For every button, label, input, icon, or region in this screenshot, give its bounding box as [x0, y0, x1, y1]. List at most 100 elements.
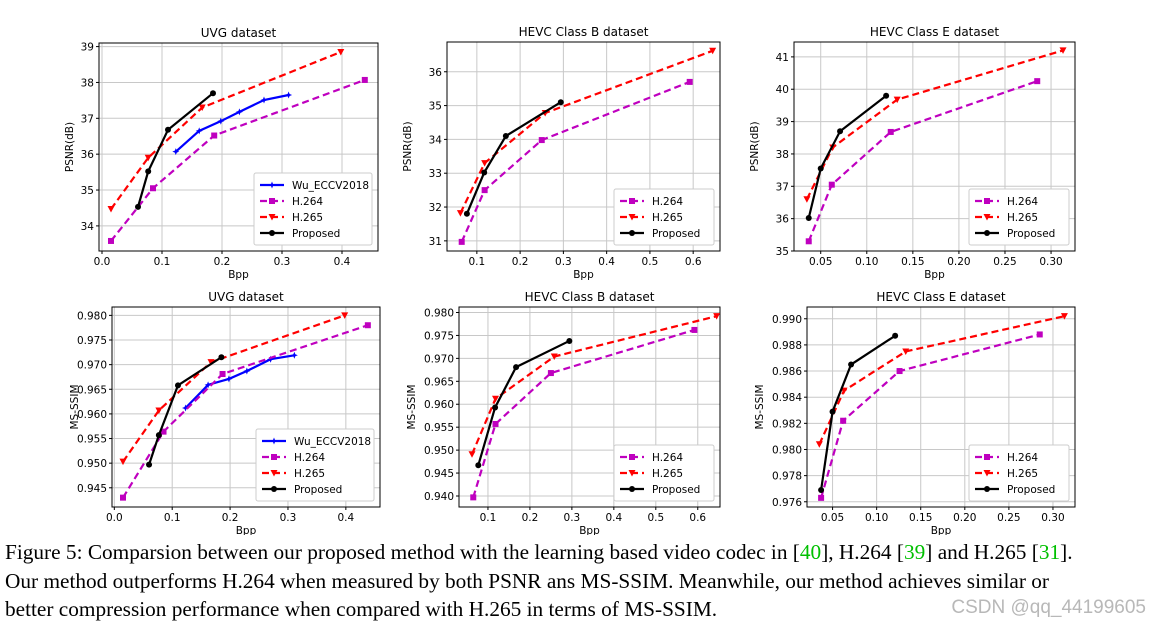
- x-tick-label: 0.2: [522, 512, 539, 524]
- data-point-star: [235, 108, 243, 116]
- legend: Wu_ECCV2018 H.264 H.265 Proposed: [253, 172, 373, 246]
- y-tick-label: 0.945: [424, 468, 454, 480]
- x-tick-label: 0.25: [993, 256, 1016, 268]
- legend-label: H.264: [292, 196, 323, 208]
- legend-label: H.265: [1007, 468, 1038, 480]
- data-point-circle: [135, 203, 141, 210]
- x-tick-label: 0.3: [280, 512, 297, 524]
- x-tick-label: 0.0: [106, 512, 123, 524]
- caption-line-3: better compression performance when comp…: [5, 597, 718, 621]
- y-tick-label: 0.945: [77, 483, 107, 495]
- x-tick-label: 0.05: [809, 256, 832, 268]
- x-tick-label: 0.20: [947, 256, 970, 268]
- data-point-square: [691, 326, 698, 333]
- data-point-circle: [145, 168, 152, 175]
- x-tick-label: 0.4: [334, 256, 351, 268]
- data-point-circle: [269, 230, 275, 236]
- series-proposed: [475, 337, 573, 469]
- y-tick-label: 0.980: [424, 308, 454, 320]
- citation-link[interactable]: 40: [799, 540, 822, 564]
- y-tick-label: 32: [429, 202, 442, 214]
- x-tick-label: 0.30: [1039, 256, 1062, 268]
- series-line-h264: [110, 78, 366, 242]
- series-line-proposed: [136, 92, 214, 208]
- citation-link[interactable]: 39: [904, 540, 926, 564]
- data-point-circle: [892, 332, 899, 339]
- data-point-star: [290, 351, 298, 359]
- data-point-square: [160, 428, 167, 435]
- y-tick-label: 0.950: [77, 458, 107, 470]
- y-tick-label: 0.976: [772, 497, 802, 509]
- series-h264: [458, 78, 693, 245]
- chart-5: 0.1 0.2 0.3 0.4 0.5 0.6 0.940 0.945 0.950 0.955 0.…: [406, 290, 721, 535]
- x-tick-label: 0.30: [1041, 512, 1064, 524]
- y-tick-label: 41: [776, 52, 789, 64]
- watermark: CSDN @qq_44199605: [951, 597, 1146, 618]
- data-point-triangle: [268, 214, 276, 221]
- data-point-triangle: [155, 407, 163, 414]
- y-tick-label: 0.986: [772, 366, 802, 378]
- y-tick-label: 33: [429, 168, 442, 180]
- y-tick-label: 0.980: [772, 444, 802, 456]
- data-point-triangle: [803, 196, 811, 203]
- data-point-star: [268, 181, 276, 189]
- data-point-square: [219, 370, 226, 377]
- plot-frame: [446, 41, 721, 252]
- data-point-square: [840, 417, 847, 424]
- series-proposed: [818, 332, 899, 494]
- plot-frame: [111, 306, 381, 508]
- data-point-circle: [492, 404, 499, 411]
- x-tick-label: 0.10: [855, 256, 878, 268]
- y-tick-label: 34: [81, 221, 95, 233]
- y-tick-label: 0.950: [424, 445, 454, 457]
- citation-link[interactable]: 31: [1038, 540, 1061, 564]
- x-tick-label: 0.4: [598, 256, 615, 268]
- x-tick-label: 0.1: [480, 512, 497, 524]
- y-tick-label: 0.988: [772, 340, 802, 352]
- x-axis-label: Bpp: [579, 525, 600, 535]
- x-tick-label: 0.25: [997, 512, 1020, 524]
- figure-charts: 0.0 0.1 0.2 0.3 0.4 34 35 36 37 38 39 UVG dataset Bp…: [64, 25, 1076, 535]
- data-point-square: [887, 128, 894, 135]
- data-point-square: [1036, 331, 1043, 338]
- legend-label: H.264: [1007, 196, 1038, 208]
- data-point-square: [984, 198, 990, 204]
- data-point-triangle: [107, 206, 115, 213]
- y-tick-label: 35: [81, 185, 94, 197]
- chart-title: HEVC Class E dataset: [876, 290, 1005, 304]
- series-line-wu: [184, 354, 295, 409]
- data-point-star: [285, 91, 293, 99]
- x-tick-label: 0.1: [154, 256, 171, 268]
- x-tick-label: 0.6: [689, 512, 706, 524]
- y-tick-label: 0.982: [772, 418, 802, 430]
- series-line-h264: [460, 80, 691, 243]
- data-point-square: [211, 132, 218, 139]
- x-tick-label: 0.05: [821, 512, 844, 524]
- data-point-triangle: [709, 47, 717, 55]
- data-point-square: [119, 494, 126, 501]
- series-line-h265: [470, 315, 717, 455]
- x-tick-label: 0.15: [909, 512, 932, 524]
- y-tick-label: 0.965: [77, 384, 107, 396]
- data-point-circle: [837, 128, 844, 135]
- series-line-h265: [805, 49, 1064, 200]
- legend-box: [613, 444, 715, 502]
- plot-frame: [793, 41, 1076, 252]
- data-point-circle: [629, 230, 635, 236]
- data-point-triangle: [119, 458, 127, 466]
- data-point-triangle: [270, 470, 278, 477]
- data-point-triangle: [456, 210, 464, 217]
- x-tick-label: 0.3: [274, 256, 291, 268]
- data-point-triangle: [902, 348, 910, 355]
- legend-label: Proposed: [294, 484, 342, 496]
- x-tick-label: 0.20: [953, 512, 976, 524]
- legend-box: [253, 172, 373, 246]
- y-tick-label: 0.980: [77, 310, 107, 322]
- series-line-h265: [818, 315, 1065, 445]
- caption-text: ], H.264 [: [821, 540, 904, 564]
- series-proposed: [146, 354, 225, 468]
- data-point-square: [150, 185, 156, 192]
- y-tick-label: 0.960: [77, 409, 107, 421]
- legend: H.264 H.265 Proposed: [613, 188, 715, 246]
- chart-title: HEVC Class E dataset: [870, 25, 999, 39]
